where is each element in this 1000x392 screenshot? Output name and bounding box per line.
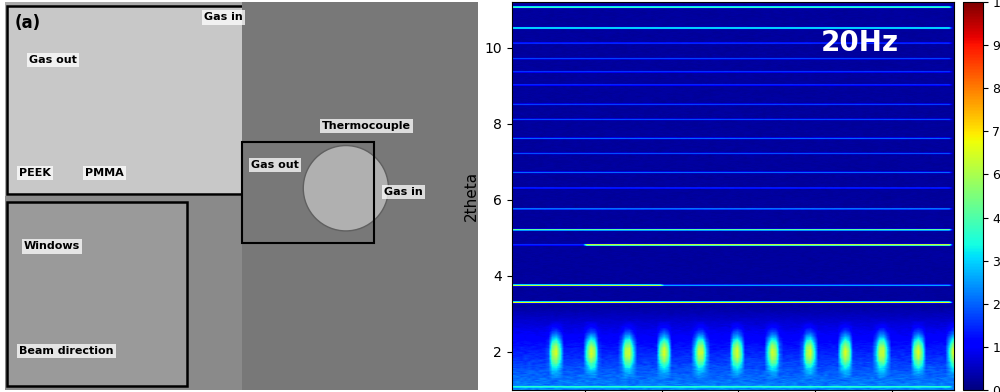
- Text: PMMA: PMMA: [85, 168, 124, 178]
- Bar: [7, 6, 244, 194]
- Text: Gas out: Gas out: [29, 55, 77, 65]
- Bar: [7, 202, 187, 386]
- Y-axis label: 2theta: 2theta: [464, 171, 479, 221]
- Text: Gas in: Gas in: [204, 13, 243, 22]
- Text: Thermocouple: Thermocouple: [322, 121, 411, 131]
- Bar: [242, 142, 374, 243]
- Text: Gas out: Gas out: [251, 160, 299, 170]
- Bar: [242, 2, 478, 390]
- Text: 20Hz: 20Hz: [821, 29, 899, 57]
- Text: Windows: Windows: [24, 241, 80, 251]
- Bar: [5, 2, 478, 196]
- Text: PEEK: PEEK: [19, 168, 51, 178]
- Text: (a): (a): [14, 14, 41, 32]
- Text: Gas in: Gas in: [384, 187, 422, 197]
- Text: Beam direction: Beam direction: [19, 346, 114, 356]
- Ellipse shape: [303, 145, 388, 231]
